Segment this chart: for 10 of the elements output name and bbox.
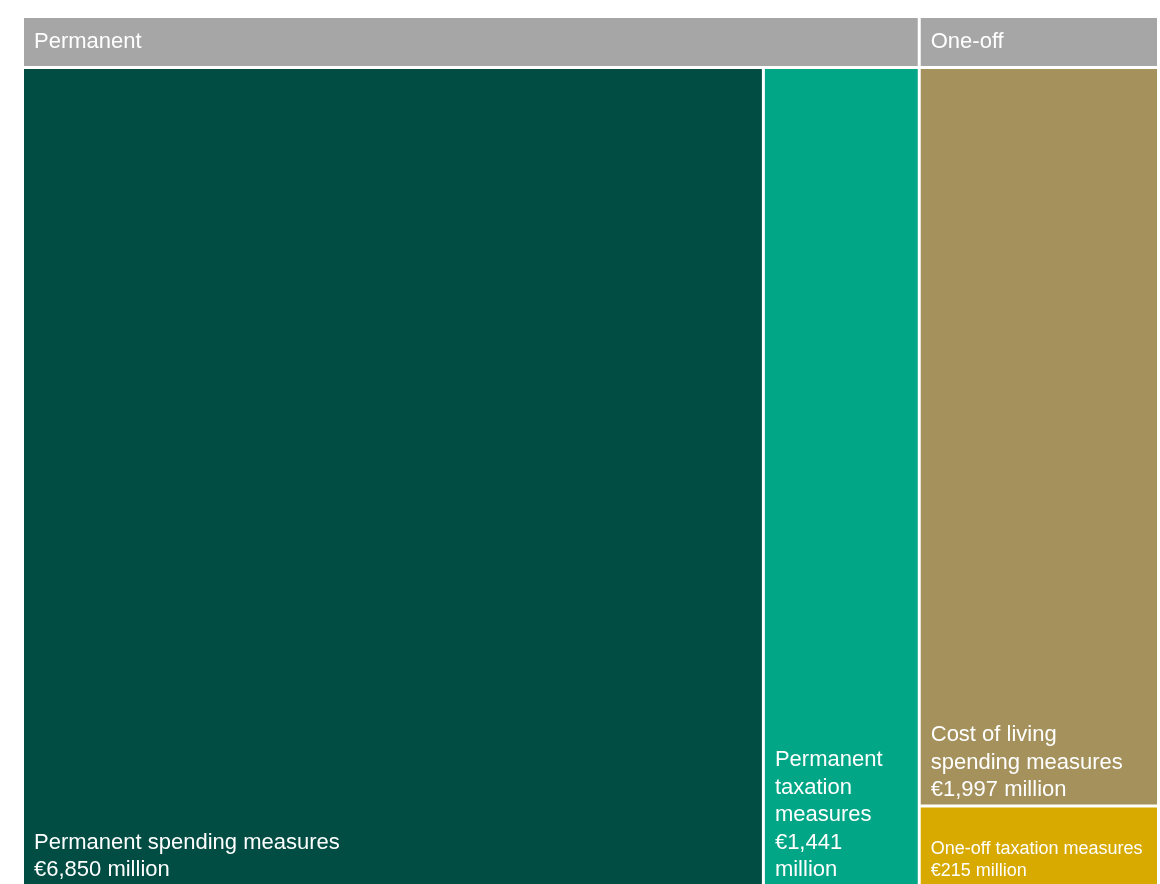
category-label: One-off taxation measures — [930, 837, 1143, 858]
category-label: Permanent taxation measures — [774, 746, 883, 826]
category-label: Cost of living spending measures — [930, 721, 1123, 774]
data-label: €215 million — [930, 860, 1027, 880]
data-label: €6,850 million — [34, 856, 170, 881]
data-label: €1,997 million — [930, 776, 1067, 802]
text: Permanent — [34, 28, 142, 54]
text: One-off — [930, 28, 1005, 54]
category-label: Permanent spending measures — [34, 828, 340, 854]
data-label: €1,441 million — [774, 828, 843, 881]
